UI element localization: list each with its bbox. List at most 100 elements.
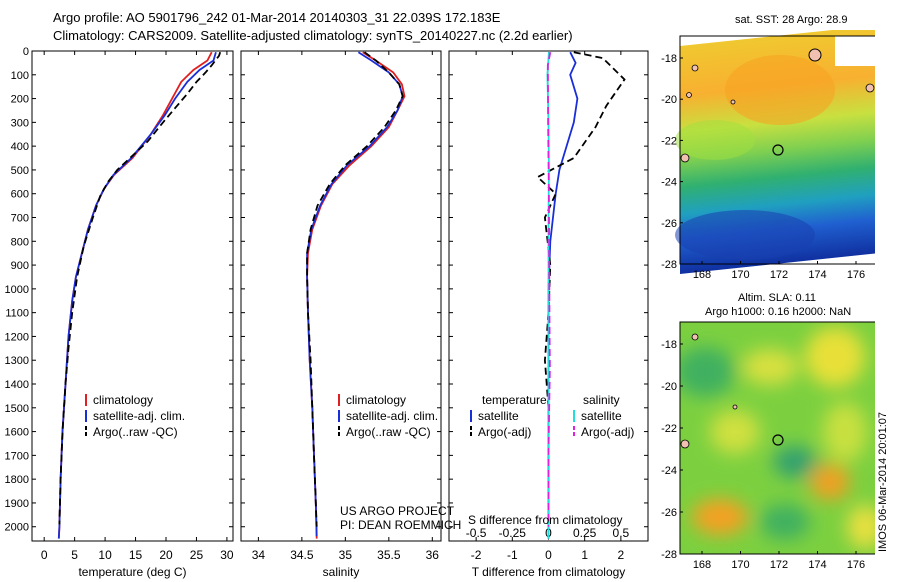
depth-tick-label: 1500 <box>5 403 29 415</box>
depth-tick-label: 500 <box>11 165 29 177</box>
difference-panel: -2 -1 0 1 2 T difference from climatology -0.5… <box>448 50 649 579</box>
map-y-tick-label: -26 <box>661 507 677 519</box>
diff-legend-temp: temperature satellite Argo(-adj) <box>470 392 547 440</box>
depth-tick-label: 900 <box>11 260 29 272</box>
map-y-tick-label: -18 <box>661 339 677 351</box>
x-axis-label: salinity <box>323 565 360 579</box>
legend-label: Argo(-adj) <box>478 425 532 439</box>
legend-label: Argo(..raw -QC) <box>346 425 431 439</box>
depth-tick-label: 100 <box>11 70 29 82</box>
map-x-tick-label: 176 <box>847 559 865 571</box>
map-x-tick-label: 168 <box>693 269 711 281</box>
title-line2: Climatology: CARS2009. Satellite-adjuste… <box>53 28 573 43</box>
depth-tick-label: 1200 <box>5 331 29 343</box>
map-y-tick-label: -24 <box>661 177 677 189</box>
legend-item: satellite-adj. clim. <box>85 408 185 424</box>
series-line <box>547 51 579 539</box>
map-x-tick-label: 168 <box>693 559 711 571</box>
salinity-panel: 34 34.5 35 35.5 36 salinity <box>240 50 442 579</box>
x-tick-label: -2 <box>471 548 482 562</box>
plot-frame <box>31 50 234 542</box>
depth-tick-label: 1400 <box>5 379 29 391</box>
temp-legend: climatology satellite-adj. clim. Argo(..… <box>85 392 185 440</box>
legend-label: satellite-adj. clim. <box>346 409 439 423</box>
depth-tick-label: 300 <box>11 117 29 129</box>
depth-tick-label: 700 <box>11 213 29 225</box>
argo-position-marker <box>772 434 784 446</box>
x-axis-label: T difference from climatology <box>472 565 626 579</box>
x-tick-label: 30 <box>220 548 234 562</box>
map-x-tick-label: 172 <box>770 269 788 281</box>
depth-tick-label: 1900 <box>5 498 29 510</box>
sst-map-title: sat. SST: 28 Argo: 28.9 <box>735 14 848 26</box>
legend-item: satellite-adj. clim. <box>338 408 438 424</box>
x-tick-label: 0 <box>545 548 552 562</box>
sla-map: -18 -20 -22 -24 -26 -28 168 170 172 174 176 <box>661 321 875 571</box>
x-tick-label: 0 <box>41 548 48 562</box>
x-tick-label: 10 <box>98 548 112 562</box>
legend-label: satellite <box>478 409 519 423</box>
top-tick-label: -0.25 <box>499 526 527 540</box>
depth-tick-label: 1100 <box>5 308 29 320</box>
imos-timestamp: IMOS 06-Mar-2014 20:01:07 <box>877 411 889 552</box>
legend-item: satellite <box>470 408 547 424</box>
x-axis-label: temperature (deg C) <box>78 565 186 579</box>
credit-pi: PI: DEAN ROEMMICH <box>340 518 462 532</box>
sla-field <box>680 322 875 554</box>
map-x-tick-label: 172 <box>770 559 788 571</box>
x-tick-label: 35 <box>339 548 353 562</box>
x-tick-label: 1 <box>581 548 588 562</box>
sst-field <box>675 30 875 274</box>
legend-label: satellite-adj. clim. <box>93 409 186 423</box>
map-y-tick-label: -20 <box>661 94 677 106</box>
legend-label: satellite <box>581 409 622 423</box>
x-tick-label: 2 <box>618 548 625 562</box>
depth-tick-label: 1300 <box>5 355 29 367</box>
legend-item: Argo(-adj) <box>573 424 634 440</box>
series-line <box>57 51 217 539</box>
x-tick-label: 35.5 <box>377 548 401 562</box>
map-x-tick-label: 170 <box>731 559 749 571</box>
legend-title: salinity <box>583 393 620 407</box>
map-x-tick-label: 174 <box>808 559 826 571</box>
legend-label: Argo(-adj) <box>581 425 635 439</box>
map-y-tick-label: -28 <box>661 549 677 561</box>
series-line <box>546 52 552 527</box>
x-tick-label: 34 <box>252 548 266 562</box>
x-tick-label: 34.5 <box>290 548 314 562</box>
map-y-tick-label: -18 <box>661 53 677 65</box>
sla-map-title1: Altim. SLA: 0.11 <box>738 292 817 304</box>
argo-position-marker <box>772 144 784 156</box>
map-y-tick-label: -22 <box>661 423 677 435</box>
series-line <box>57 51 213 539</box>
depth-tick-label: 2000 <box>5 522 29 534</box>
legend-item: Argo(-adj) <box>470 424 547 440</box>
title-line1: Argo profile: AO 5901796_242 01-Mar-2014… <box>53 10 501 25</box>
x-tick-label: 20 <box>159 548 173 562</box>
s-diff-label: S difference from climatology <box>468 513 623 527</box>
x-tick-label: 36 <box>426 548 440 562</box>
depth-tick-label: 0 <box>23 46 29 58</box>
depth-tick-label: 200 <box>11 94 29 106</box>
map-y-tick-label: -24 <box>661 465 677 477</box>
sst-map: -18 -20 -22 -24 -26 -28 168 170 172 174 176 <box>661 30 875 281</box>
depth-tick-label: 800 <box>11 236 29 248</box>
sla-map-title2: Argo h1000: 0.16 h2000: NaN <box>705 306 852 318</box>
map-y-tick-label: -22 <box>661 135 677 147</box>
depth-tick-label: 1600 <box>5 427 29 439</box>
map-x-tick-label: 176 <box>847 269 865 281</box>
depth-tick-label: 1700 <box>5 450 29 462</box>
series-line <box>306 51 404 537</box>
diff-legend-sal: salinity satellite Argo(-adj) <box>573 392 634 440</box>
legend-item: climatology <box>85 392 185 408</box>
sal-legend: climatology satellite-adj. clim. Argo(..… <box>338 392 438 440</box>
x-tick-label: 25 <box>190 548 204 562</box>
top-tick-label: -0.5 <box>466 526 487 540</box>
plot-frame <box>240 50 442 542</box>
top-tick-label: 0.5 <box>613 526 630 540</box>
series-line <box>58 51 222 525</box>
series-line <box>306 51 404 527</box>
depth-tick-label: 1800 <box>5 474 29 486</box>
x-tick-label: 5 <box>71 548 78 562</box>
series-line <box>306 51 406 539</box>
